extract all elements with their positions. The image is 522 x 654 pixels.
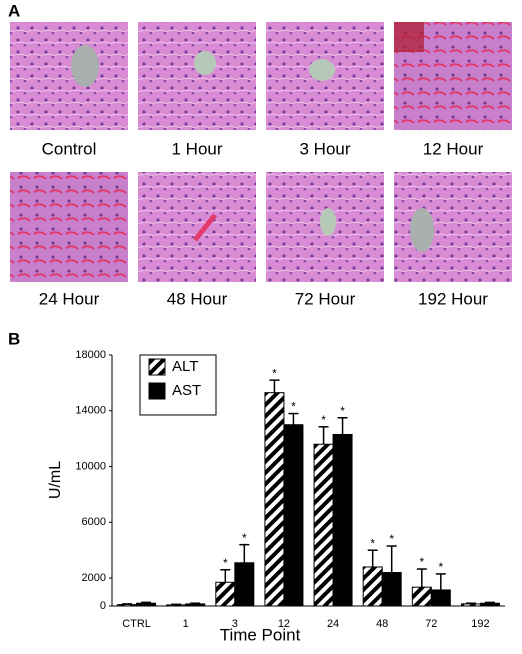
caption: 72 Hour bbox=[295, 289, 356, 308]
legend-label: ALT bbox=[172, 358, 198, 375]
significance-star: * bbox=[370, 536, 375, 550]
bar bbox=[136, 602, 157, 607]
y-tick-label: 10000 bbox=[75, 460, 106, 472]
significance-star: * bbox=[419, 555, 424, 569]
caption: 48 Hour bbox=[167, 289, 228, 308]
panel-label: B bbox=[8, 329, 20, 348]
x-tick-label: 48 bbox=[376, 618, 388, 630]
y-tick-label: 18000 bbox=[75, 349, 106, 361]
bar bbox=[430, 589, 451, 607]
bar bbox=[362, 566, 383, 607]
bar bbox=[283, 424, 304, 607]
legend-label: AST bbox=[172, 382, 201, 399]
caption: Control bbox=[42, 139, 97, 158]
x-tick-label: 192 bbox=[471, 618, 489, 630]
bar bbox=[166, 604, 187, 607]
x-tick-label: 3 bbox=[232, 618, 238, 630]
bar bbox=[332, 433, 353, 607]
caption: 12 Hour bbox=[423, 139, 484, 158]
significance-star: * bbox=[389, 532, 394, 546]
bar bbox=[479, 602, 500, 607]
x-tick-label: 12 bbox=[278, 618, 290, 630]
y-axis-label: U/mL bbox=[47, 461, 64, 499]
x-tick-label: 24 bbox=[327, 618, 339, 630]
x-tick-label: 72 bbox=[425, 618, 437, 630]
x-tick-label: CTRL bbox=[122, 618, 151, 630]
significance-star: * bbox=[242, 531, 247, 545]
panel-label: A bbox=[8, 1, 20, 20]
x-tick-label: 1 bbox=[183, 618, 189, 630]
significance-star: * bbox=[223, 556, 228, 570]
significance-star: * bbox=[321, 413, 326, 427]
caption: 3 Hour bbox=[299, 139, 350, 158]
legend-swatch bbox=[148, 382, 166, 400]
y-tick-label: 14000 bbox=[75, 405, 106, 417]
bar bbox=[313, 443, 334, 607]
bar bbox=[185, 603, 206, 607]
bar bbox=[264, 392, 285, 607]
x-axis-label: Time Point bbox=[220, 625, 301, 644]
bar bbox=[234, 562, 255, 607]
bar bbox=[215, 581, 236, 607]
significance-star: * bbox=[340, 404, 345, 418]
bar bbox=[460, 603, 481, 607]
y-tick-label: 2000 bbox=[82, 572, 106, 584]
significance-star: * bbox=[272, 366, 277, 380]
bar bbox=[117, 604, 138, 607]
caption: 192 Hour bbox=[418, 289, 488, 308]
histology-tiles bbox=[10, 22, 512, 282]
bar bbox=[411, 586, 432, 607]
y-tick-label: 6000 bbox=[82, 516, 106, 528]
bar bbox=[381, 572, 402, 607]
significance-star: * bbox=[438, 560, 443, 574]
caption: 24 Hour bbox=[39, 289, 100, 308]
caption: 1 Hour bbox=[171, 139, 222, 158]
y-tick-label: 0 bbox=[100, 600, 106, 612]
significance-star: * bbox=[291, 400, 296, 414]
legend-swatch bbox=[148, 358, 166, 376]
